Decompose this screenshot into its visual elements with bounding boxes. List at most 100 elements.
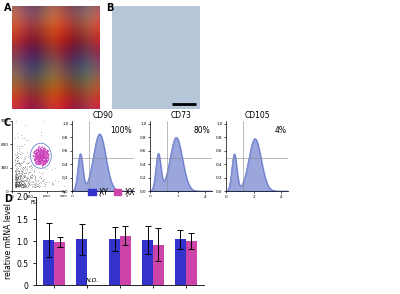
- Point: [34, 151, 41, 155]
- Point: [14, 155, 20, 160]
- Point: [30, 154, 37, 159]
- Point: [20, 171, 27, 175]
- Point: [42, 151, 49, 155]
- Point: [34, 154, 41, 158]
- Point: [16, 169, 22, 174]
- Point: [39, 148, 46, 153]
- Point: [20, 181, 27, 185]
- Point: [14, 155, 20, 160]
- Point: [38, 149, 44, 154]
- Point: [41, 147, 47, 151]
- Point: [39, 153, 45, 158]
- Point: [17, 151, 23, 156]
- Point: [12, 179, 19, 183]
- Point: [36, 158, 42, 163]
- Point: [34, 159, 41, 163]
- Point: [13, 118, 19, 123]
- Point: [32, 151, 39, 155]
- Point: [38, 148, 44, 152]
- Point: [18, 183, 25, 187]
- Point: [42, 157, 49, 162]
- Point: [16, 183, 22, 188]
- Point: [36, 146, 43, 151]
- Point: [17, 179, 24, 183]
- Point: [23, 178, 29, 183]
- Point: [12, 183, 18, 188]
- Point: [17, 179, 23, 184]
- Point: [27, 176, 34, 180]
- Point: [37, 147, 43, 152]
- Point: [23, 185, 30, 189]
- Point: [19, 171, 25, 176]
- Point: [14, 160, 20, 165]
- Point: [18, 144, 25, 149]
- Point: [35, 157, 41, 161]
- Point: [38, 156, 45, 160]
- Point: [43, 155, 49, 159]
- Point: [40, 160, 47, 164]
- Point: [31, 182, 37, 186]
- Point: [15, 185, 22, 189]
- Point: [19, 176, 25, 181]
- Point: [34, 178, 41, 183]
- Point: [41, 153, 48, 158]
- Point: [34, 150, 40, 155]
- Point: [15, 168, 22, 173]
- Point: [43, 152, 49, 157]
- Point: [18, 185, 24, 189]
- Point: [26, 183, 32, 188]
- Title: CD73: CD73: [170, 111, 192, 120]
- Point: [42, 149, 48, 154]
- Point: [19, 184, 26, 189]
- Point: [12, 170, 18, 174]
- Point: [13, 182, 19, 187]
- Point: [41, 146, 47, 151]
- Point: [12, 182, 19, 187]
- Point: [35, 145, 42, 149]
- Point: [37, 152, 43, 156]
- Point: [26, 164, 32, 169]
- Point: [40, 156, 46, 161]
- Point: [32, 161, 39, 165]
- Point: [35, 149, 41, 154]
- Point: [33, 151, 40, 155]
- Point: [43, 159, 49, 164]
- Point: [22, 185, 28, 189]
- Point: [33, 154, 40, 158]
- Point: [36, 154, 42, 159]
- Point: [20, 165, 26, 170]
- Point: [23, 137, 30, 142]
- Point: [42, 157, 48, 162]
- Point: [22, 164, 29, 169]
- Point: [40, 148, 46, 153]
- Point: [35, 148, 41, 153]
- Point: [26, 178, 32, 183]
- Point: [20, 182, 26, 186]
- Point: [29, 166, 35, 171]
- Point: [40, 178, 46, 182]
- Point: [40, 147, 47, 152]
- Point: [18, 178, 24, 183]
- Point: [15, 175, 22, 180]
- Point: [39, 154, 45, 159]
- Point: [13, 180, 19, 185]
- Point: [38, 158, 45, 163]
- Point: [40, 148, 46, 153]
- Point: [42, 155, 48, 160]
- Point: [13, 183, 20, 187]
- Point: [16, 179, 22, 183]
- Point: [31, 169, 38, 173]
- Point: [38, 153, 45, 158]
- Point: [18, 174, 24, 179]
- Point: [26, 181, 32, 186]
- Point: [40, 146, 46, 151]
- Point: [42, 160, 49, 165]
- Point: [36, 158, 43, 163]
- Point: [14, 176, 21, 180]
- Point: [28, 172, 35, 177]
- Point: [37, 184, 43, 188]
- Point: [38, 152, 44, 157]
- Point: [17, 183, 24, 188]
- Point: [24, 168, 30, 172]
- Point: [13, 161, 19, 165]
